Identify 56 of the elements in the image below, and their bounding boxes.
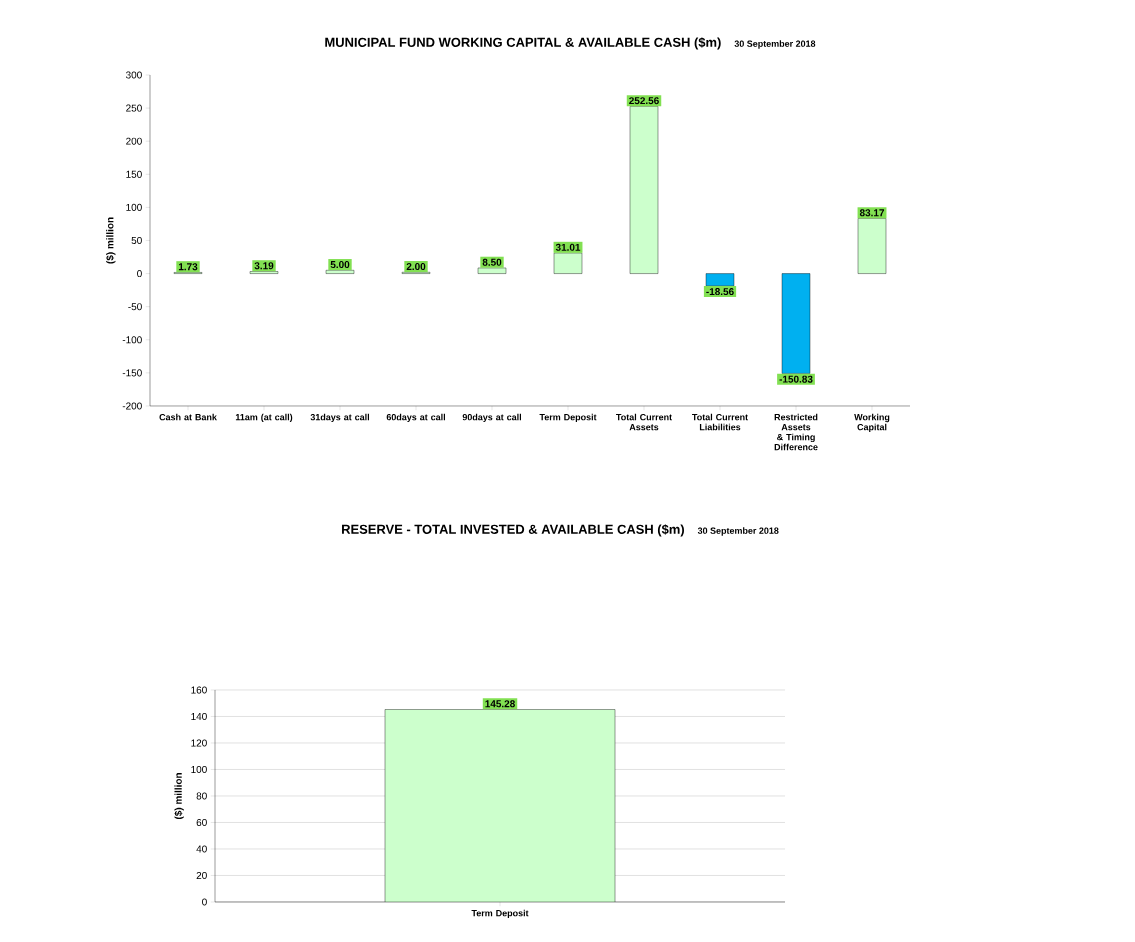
data-label: 252.56: [629, 97, 659, 105]
data-label: 3.19: [254, 262, 274, 270]
x-tick-label: Working Capital: [854, 413, 890, 433]
chart-title: MUNICIPAL FUND WORKING CAPITAL & AVAILABLE CASH ($m): [325, 37, 721, 50]
chart-subtitle: 30 September 2018: [734, 40, 816, 49]
data-label: 145.28: [485, 700, 515, 708]
y-tick-label: 100: [126, 203, 142, 211]
y-tick-label: 300: [125, 71, 142, 79]
x-tick-label: 31days at call: [310, 413, 370, 423]
y-tick-label: 150: [126, 170, 142, 178]
chart-title: RESERVE - TOTAL INVESTED & AVAILABLE CASH ($m): [342, 524, 684, 537]
x-tick-label: Total Current Assets: [616, 413, 672, 431]
y-tick-label: 0: [137, 270, 142, 278]
x-tick-label: Term Deposit: [539, 413, 597, 423]
y-tick-label: 80: [196, 792, 207, 800]
chart-subtitle: 30 September 2018: [697, 527, 779, 536]
y-tick-label: 100: [191, 765, 207, 774]
y-tick-label: 40: [196, 845, 207, 853]
x-tick-label: Cash at Bank: [159, 413, 217, 421]
x-tick-label: 90days at call: [462, 413, 522, 423]
data-label: -18.56: [706, 288, 734, 296]
y-axis-title: ($) million: [174, 773, 184, 820]
bar: [477, 267, 507, 274]
y-tick-label: 160: [191, 686, 207, 694]
y-tick-label: -100: [122, 336, 142, 344]
y-tick-label: 250: [126, 104, 142, 112]
data-label: -150.83: [779, 375, 813, 383]
bar: [705, 273, 735, 287]
x-tick-label: 60days at call: [386, 413, 446, 423]
y-tick-label: 120: [191, 739, 207, 747]
bar: [781, 273, 811, 374]
x-tick-label: Term Deposit: [471, 909, 529, 919]
x-tick-label: Total Current Liabilities: [692, 413, 748, 431]
bar: [325, 270, 355, 274]
data-label: 1.73: [178, 263, 198, 271]
data-label: 5.00: [330, 261, 350, 269]
bar: [629, 106, 659, 274]
y-axis-title: ($) million: [105, 217, 116, 264]
y-tick-label: 200: [126, 137, 142, 145]
y-tick-label: 60: [196, 818, 207, 827]
data-label: 83.17: [859, 209, 885, 217]
y-tick-label: 20: [196, 871, 207, 880]
bar: [553, 252, 583, 274]
y-tick-label: -50: [128, 303, 142, 311]
y-tick-label: 50: [131, 236, 142, 245]
bar: [857, 218, 887, 274]
y-tick-label: -150: [122, 369, 142, 377]
bar: [249, 271, 279, 274]
y-tick-label: 140: [191, 712, 207, 721]
data-label: 8.50: [482, 258, 502, 266]
y-tick-label: 0: [202, 898, 207, 906]
y-tick-label: -200: [122, 402, 142, 410]
data-label: 2.00: [406, 263, 426, 271]
x-tick-label: 11am (at call): [235, 413, 293, 423]
data-label: 31.01: [555, 243, 581, 251]
x-tick-label: Restricted Assets & Timing Difference: [774, 413, 818, 451]
